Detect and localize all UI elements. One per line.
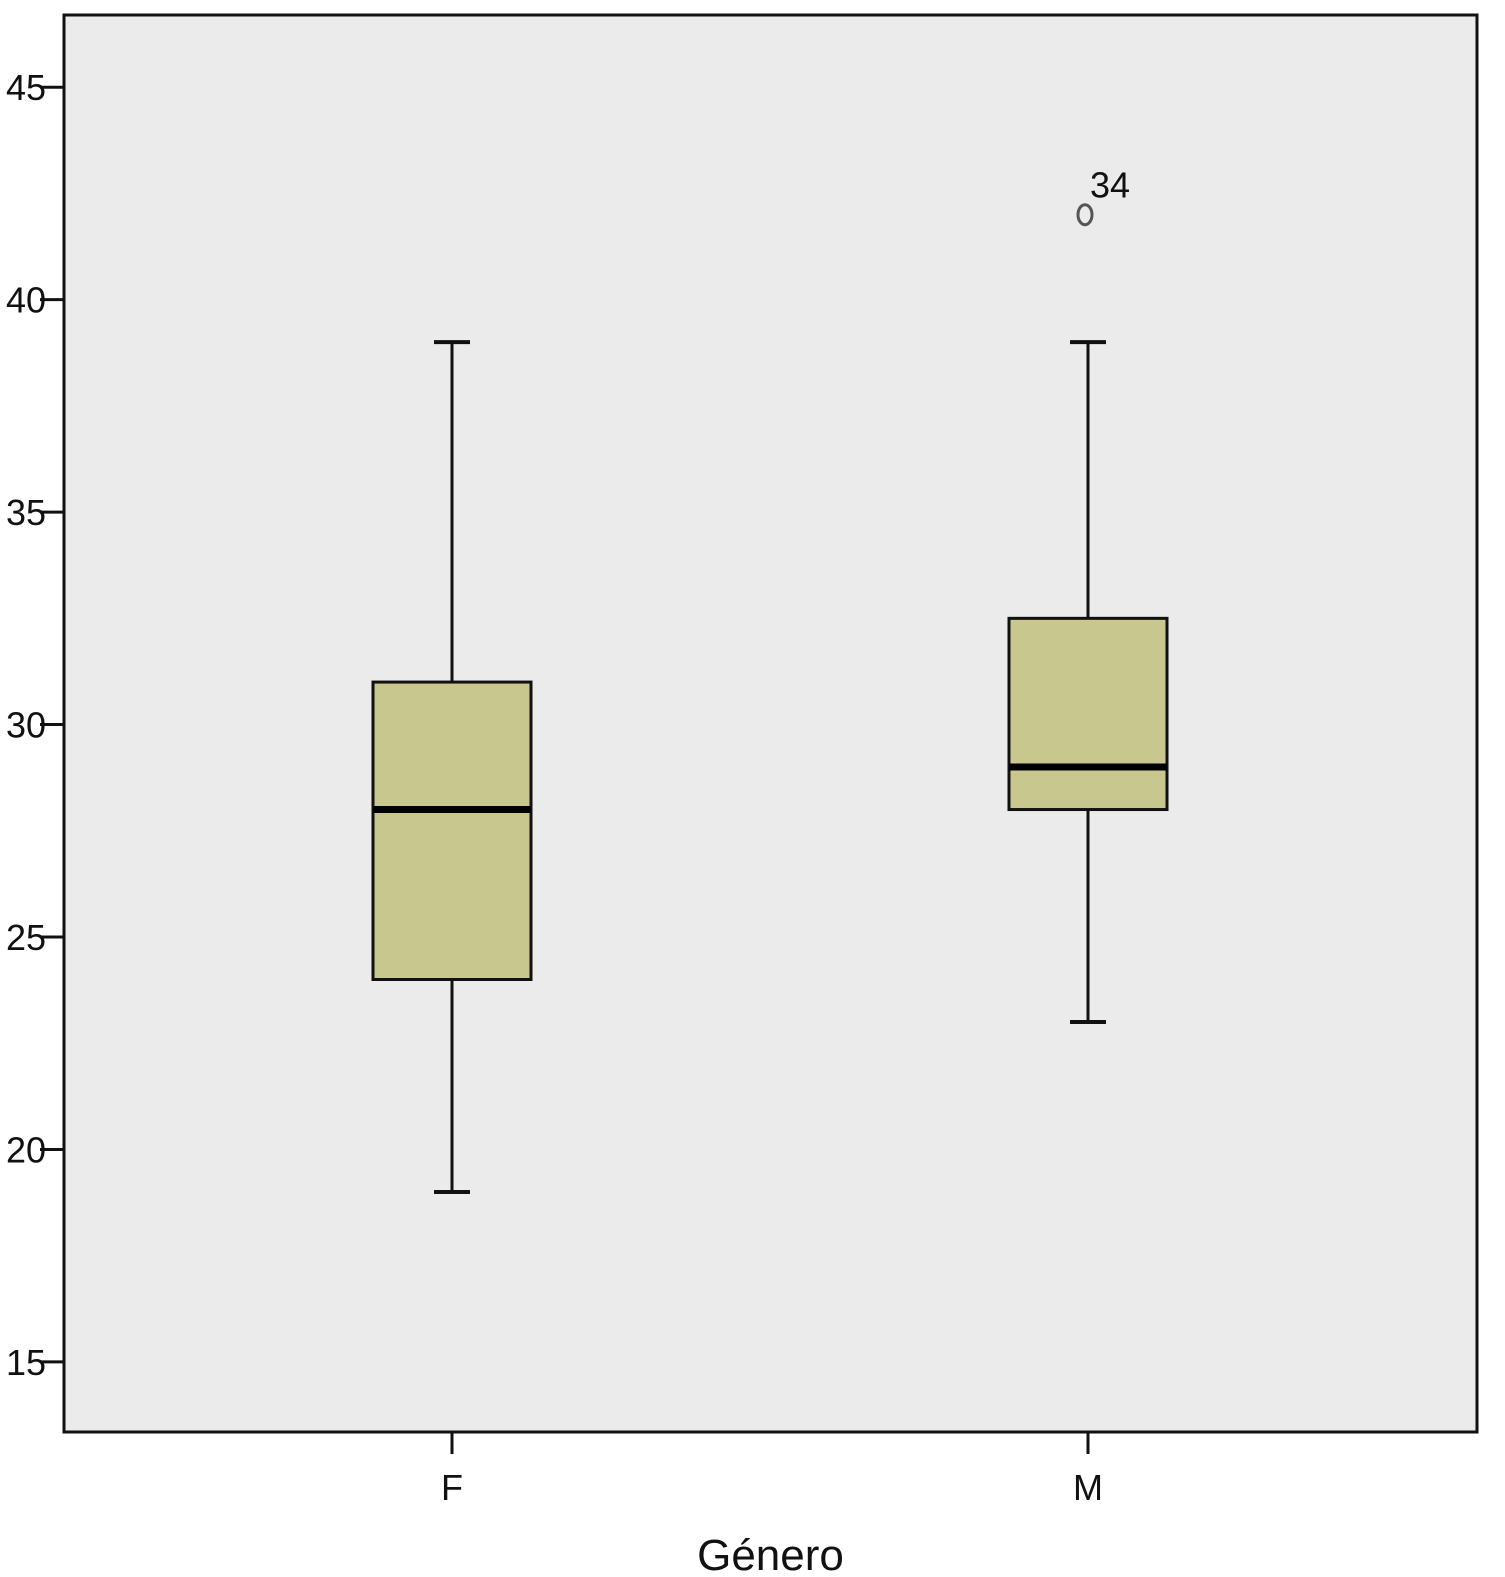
- y-axis: 15 20 25 30 35 40 45: [6, 67, 64, 1383]
- y-tick-label-45: 45: [6, 67, 46, 108]
- y-tick-label-25: 25: [6, 917, 46, 958]
- y-tick-label-40: 40: [6, 280, 46, 321]
- outlier-label-M-0: 34: [1090, 165, 1130, 206]
- x-tick-label-F: F: [441, 1467, 463, 1508]
- boxes-layer: 34: [371, 165, 1169, 1194]
- y-tick-label-20: 20: [6, 1129, 46, 1170]
- plot-area: [62, 13, 1479, 1434]
- iqr-box-M: [1007, 616, 1169, 812]
- box-M: 34: [1007, 165, 1169, 1024]
- y-tick-label-15: 15: [6, 1342, 46, 1383]
- outlier-point-M-0: [1076, 203, 1094, 227]
- y-tick-label-35: 35: [6, 492, 46, 533]
- iqr-box-F: [371, 680, 533, 981]
- x-tick-label-M: M: [1073, 1467, 1103, 1508]
- x-axis-title: Género: [697, 1531, 844, 1577]
- y-tick-label-30: 30: [6, 705, 46, 746]
- box-F: [371, 340, 533, 1194]
